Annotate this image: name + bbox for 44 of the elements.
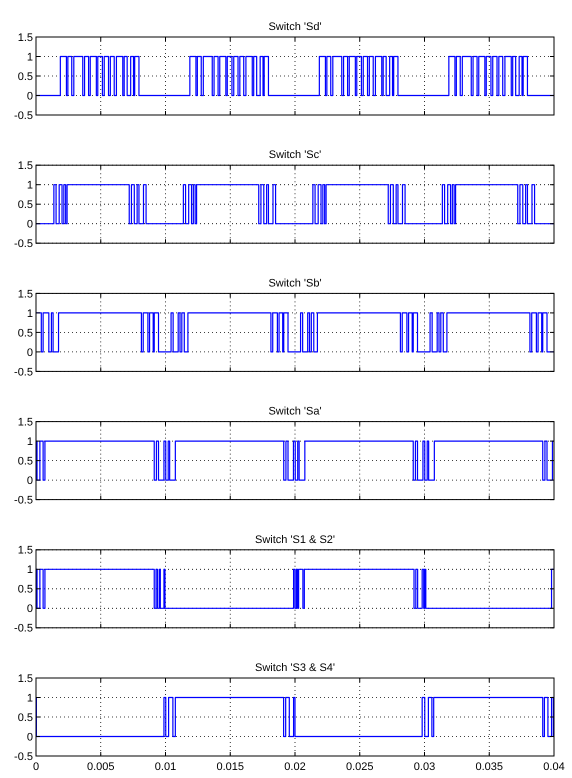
y-tick-label: 1 (26, 180, 33, 192)
y-tick-label: 0.5 (18, 712, 33, 724)
y-tick-label: 0.5 (18, 584, 33, 596)
x-tick-label: 0.015 (216, 761, 244, 773)
y-tick-label: -0.5 (14, 366, 33, 378)
y-tick-label: 1.5 (18, 672, 33, 685)
y-tick-label: 1.5 (18, 544, 33, 557)
x-tick-label: 0.01 (154, 761, 176, 773)
y-tick-label: 0 (26, 603, 33, 616)
y-tick-label: -0.5 (14, 110, 33, 122)
y-tick-label: 1 (26, 436, 33, 448)
y-tick-label: 0.5 (18, 327, 33, 340)
y-tick-label: 1.5 (18, 416, 33, 428)
y-tick-label: 1 (26, 51, 33, 64)
chart-title: Switch 'Sa' (268, 406, 322, 418)
x-tick-label: 0.035 (475, 761, 504, 773)
x-tick-label: 0.04 (543, 761, 565, 773)
y-tick-label: 0.5 (18, 455, 33, 468)
y-tick-label: 0.5 (18, 70, 33, 83)
x-tick-label: 0.025 (346, 761, 374, 773)
chart-title: Switch 'Sd' (268, 21, 322, 33)
y-tick-label: 0.5 (18, 199, 33, 212)
y-tick-label: 0 (26, 90, 33, 102)
y-tick-label: 1.5 (18, 288, 33, 300)
y-tick-label: -0.5 (14, 622, 33, 635)
y-tick-label: 0 (26, 731, 33, 744)
y-tick-label: 0 (26, 346, 33, 359)
chart-title: Switch 'S1 & S2' (254, 534, 336, 546)
y-tick-label: 1 (26, 692, 33, 704)
y-tick-label: 1.5 (18, 160, 33, 172)
chart-title: Switch 'S3 & S4' (254, 662, 336, 674)
y-tick-label: 1.5 (18, 32, 33, 44)
y-tick-label: -0.5 (14, 238, 33, 250)
y-tick-label: -0.5 (14, 494, 33, 506)
y-tick-label: 0 (26, 218, 33, 231)
y-tick-label: 1 (26, 308, 33, 320)
y-tick-label: 1 (26, 564, 33, 576)
y-tick-label: -0.5 (14, 750, 33, 763)
chart-title: Switch 'Sc' (268, 149, 322, 162)
x-tick-label: 0.02 (284, 761, 306, 773)
x-tick-label: 0.03 (414, 761, 436, 773)
chart-title: Switch 'Sb' (268, 277, 322, 290)
y-tick-label: 0 (26, 474, 33, 487)
x-tick-label: 0.005 (86, 761, 115, 773)
